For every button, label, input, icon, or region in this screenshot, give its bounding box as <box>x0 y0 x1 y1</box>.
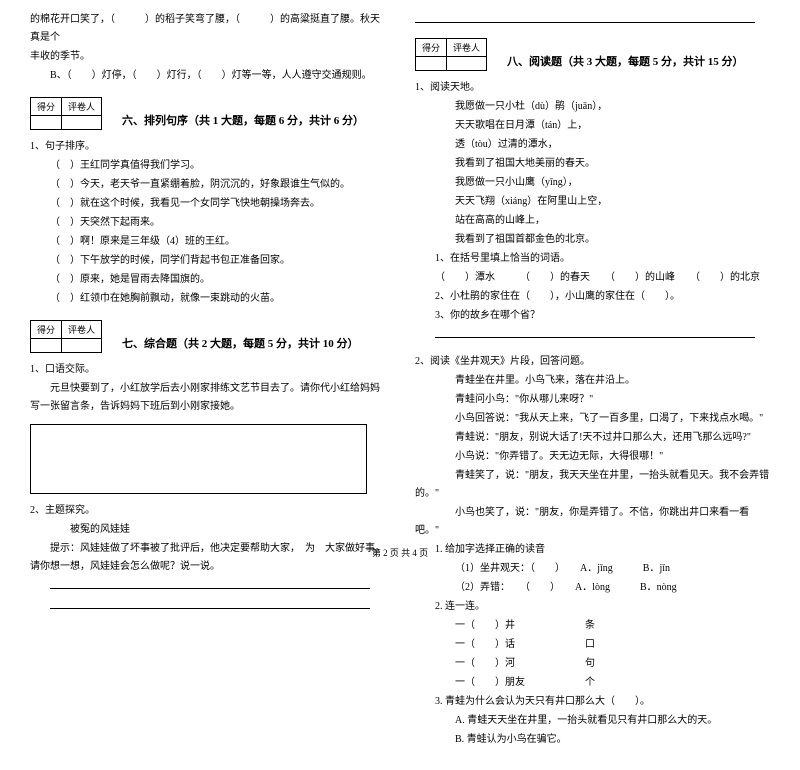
passage-line: 小鸟说："你弄错了。天无边无际，大得很哪！" <box>415 448 770 466</box>
answer-box-7-1 <box>30 424 367 494</box>
s6-item: （ ）啊！原来是三年级（4）班的王红。 <box>30 233 385 251</box>
intro-line3: B、（ ）灯停，（ ）灯行，（ ）灯等一等，人人遵守交通规则。 <box>30 67 385 85</box>
section6-content: 1、句子排序。 （ ）王红同学真值得我们学习。 （ ）今天，老天爷一直紧绷着脸，… <box>30 138 385 308</box>
s8-sub1: 1、在括号里填上恰当的词语。 <box>415 250 770 268</box>
match-line: 一（ ）河 句 <box>415 655 770 673</box>
s8-2-1b: （2）弄错： （ ） A．lòng B．nòng <box>415 579 770 597</box>
s8-2-1a: （1）坐井观天：（ ） A．jǐng B．jǐn <box>415 560 770 578</box>
q8-2: 2、阅读《坐井观天》片段，回答问题。 <box>415 353 770 371</box>
grader-cell <box>62 339 102 353</box>
match-line: 一（ ）朋友 个 <box>415 674 770 692</box>
s6-item: （ ）王红同学真值得我们学习。 <box>30 157 385 175</box>
s8-2-3: 3. 青蛙为什么会认为天只有井口那么大（ ）。 <box>415 693 770 711</box>
q7-2: 2、主题探究。 <box>30 502 385 520</box>
grader-label: 评卷人 <box>447 39 487 57</box>
grader-label: 评卷人 <box>62 98 102 116</box>
intro-line2: 丰收的季节。 <box>30 48 385 66</box>
q6-1: 1、句子排序。 <box>30 138 385 156</box>
poem-line: 透（tòu）过清的潭水， <box>415 136 770 154</box>
passage-line: 青蛙笑了，说："朋友，我天天坐在井里，一抬头就看见天。我不会弄错的。" <box>415 467 770 503</box>
match-line: 一（ ）井 条 <box>415 617 770 635</box>
section7-header: 得分评卷人 七、综合题（共 2 大题，每题 5 分，共计 10 分） <box>30 320 385 353</box>
match-line: 一（ ）话 口 <box>415 636 770 654</box>
passage-line: 小鸟回答说："我从天上来，飞了一百多里，口渴了，下来找点水喝。" <box>415 410 770 428</box>
s6-item: （ ）下午放学的时候，同学们背起书包正准备回家。 <box>30 252 385 270</box>
blank-line <box>30 577 385 596</box>
section7-title: 七、综合题（共 2 大题，每题 5 分，共计 10 分） <box>122 335 359 353</box>
s8-sub2: 2、小杜鹃的家住在（ ），小山鹰的家住在（ ）。 <box>415 288 770 306</box>
section6-title: 六、排列句序（共 1 大题，每题 6 分，共计 6 分） <box>122 112 364 130</box>
s8-sub1-line: （ ）潭水 （ ）的春天 （ ）的山峰 （ ）的北京 <box>415 269 770 287</box>
score-cell <box>31 339 62 353</box>
intro-text: 的棉花开口笑了，（ ）的稻子笑弯了腰，（ ）的高粱挺直了腰。秋天真是个 丰收的季… <box>30 11 385 85</box>
q7-1: 1、口语交际。 <box>30 361 385 379</box>
section7-content: 1、口语交际。 元旦快要到了，小红放学后去小刚家排练文艺节目去了。请你代小红给妈… <box>30 361 385 616</box>
poem-line: 我看到了祖国大地美丽的春天。 <box>415 155 770 173</box>
passage-line: 青蛙说："朋友，别说大话了!天不过井口那么大，还用飞那么远吗?" <box>415 429 770 447</box>
s8-2-2: 2. 连一连。 <box>415 598 770 616</box>
s6-item: （ ）就在这个时候，我看见一个女同学飞快地朝操场奔去。 <box>30 195 385 213</box>
q7-2-sub: 被冤的风娃娃 <box>30 521 385 539</box>
score-table-6: 得分评卷人 <box>30 97 102 130</box>
s6-item: （ ）红领巾在她胸前飘动，就像一束跳动的火苗。 <box>30 290 385 308</box>
q8-1: 1、阅读天地。 <box>415 79 770 97</box>
passage-line: 青蛙坐在井里。小鸟飞来，落在井沿上。 <box>415 372 770 390</box>
score-cell <box>31 116 62 130</box>
q7-1-text: 元旦快要到了，小红放学后去小刚家排练文艺节目去了。请你代小红给妈妈写一张留言条，… <box>30 380 385 416</box>
page-footer: 第 2 页 共 4 页 <box>0 546 800 559</box>
grader-cell <box>62 116 102 130</box>
blank-line <box>415 326 770 345</box>
score-label: 得分 <box>31 321 62 339</box>
score-table-7: 得分评卷人 <box>30 320 102 353</box>
section8-title: 八、阅读题（共 3 大题，每题 5 分，共计 15 分） <box>507 53 744 71</box>
s6-item: （ ）今天，老天爷一直紧绷着脸，阴沉沉的，好象跟谁生气似的。 <box>30 176 385 194</box>
section6-header: 得分评卷人 六、排列句序（共 1 大题，每题 6 分，共计 6 分） <box>30 97 385 130</box>
left-column: 的棉花开口笑了，（ ）的稻子笑弯了腰，（ ）的高粱挺直了腰。秋天真是个 丰收的季… <box>30 10 385 750</box>
section8-header: 得分评卷人 八、阅读题（共 3 大题，每题 5 分，共计 15 分） <box>415 38 770 71</box>
right-column: 得分评卷人 八、阅读题（共 3 大题，每题 5 分，共计 15 分） 1、阅读天… <box>415 10 770 750</box>
score-label: 得分 <box>31 98 62 116</box>
passage-line: 小鸟也笑了，说："朋友，你是弄错了。不信，你跳出井口来看一看吧。" <box>415 504 770 540</box>
s6-item: （ ）原来，她是冒雨去降国旗的。 <box>30 271 385 289</box>
s8-sub3: 3、你的故乡在哪个省？ <box>415 307 770 325</box>
poem-line: 天天飞翔（xiáng）在阿里山上空， <box>415 193 770 211</box>
poem-line: 站在高高的山峰上， <box>415 212 770 230</box>
blank-line <box>30 597 385 616</box>
passage-line: 青蛙问小鸟："你从哪儿来呀？" <box>415 391 770 409</box>
intro-line1: 的棉花开口笑了，（ ）的稻子笑弯了腰，（ ）的高粱挺直了腰。秋天真是个 <box>30 11 385 47</box>
score-label: 得分 <box>416 39 447 57</box>
section8-content: 1、阅读天地。 我愿做一只小杜（dù）鹃（juān）， 天天歌唱在日月潭（tán… <box>415 79 770 749</box>
poem-line: 我看到了祖国首都金色的北京。 <box>415 231 770 249</box>
poem-line: 我愿做一只小山鹰（yīng）， <box>415 174 770 192</box>
poem-line: 天天歌唱在日月潭（tán）上， <box>415 117 770 135</box>
poem-line: 我愿做一只小杜（dù）鹃（juān）， <box>415 98 770 116</box>
score-table-8: 得分评卷人 <box>415 38 487 71</box>
grader-label: 评卷人 <box>62 321 102 339</box>
score-cell <box>416 57 447 71</box>
s8-2-3a: A. 青蛙天天坐在井里，一抬头就看见只有井口那么大的天。 <box>415 712 770 730</box>
blank-line-top <box>415 11 770 26</box>
s6-item: （ ）天突然下起雨来。 <box>30 214 385 232</box>
s8-2-3b: B. 青蛙认为小鸟在骗它。 <box>415 731 770 749</box>
grader-cell <box>447 57 487 71</box>
